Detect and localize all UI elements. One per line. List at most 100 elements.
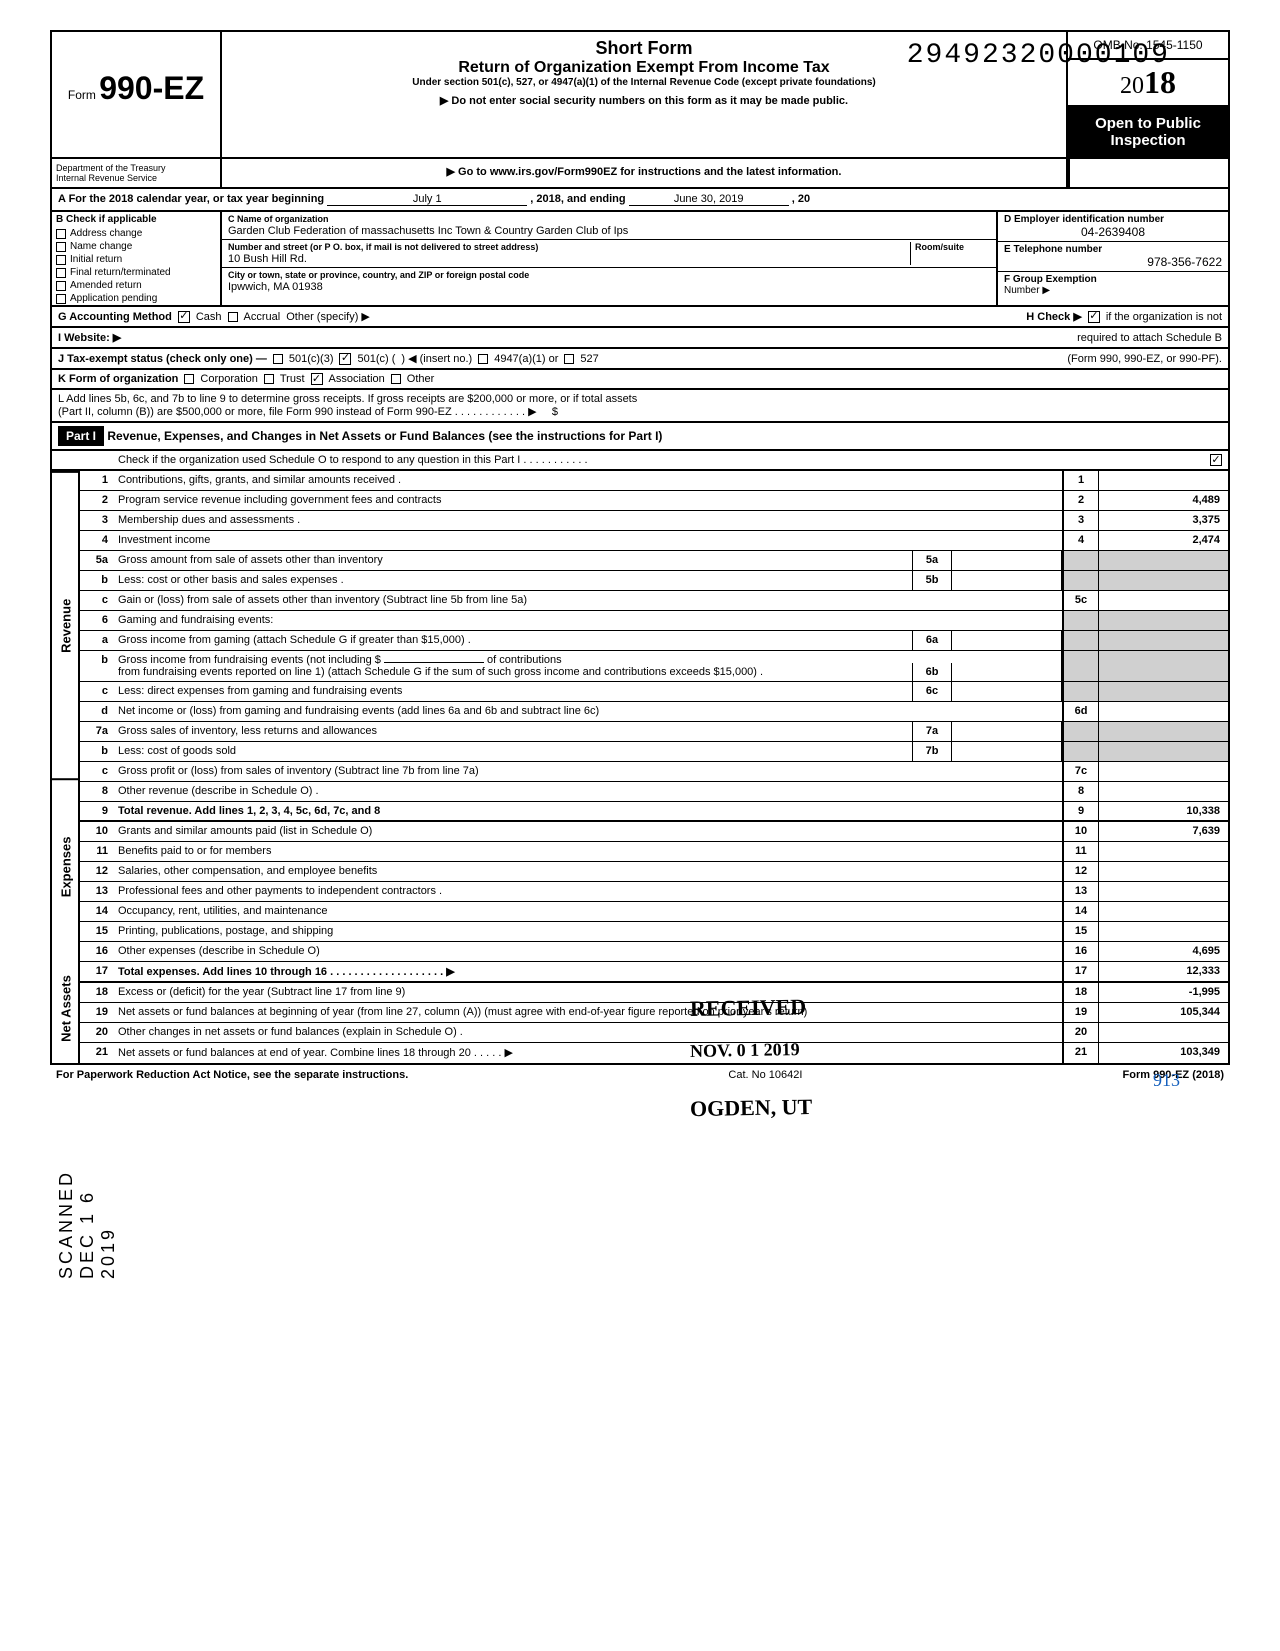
line-1-n: 1 (1062, 471, 1098, 490)
line-14-n: 14 (1062, 902, 1098, 921)
row-a-begin: July 1 (327, 193, 527, 206)
h-l2: required to attach Schedule B (1077, 332, 1222, 344)
title-note1: ▶ Do not enter social security numbers o… (232, 94, 1056, 107)
line-1-desc: Contributions, gifts, grants, and simila… (114, 471, 1062, 490)
chk-corp[interactable] (184, 374, 194, 384)
line-15-n: 15 (1062, 922, 1098, 941)
chk-h[interactable]: ✓ (1088, 311, 1100, 323)
line-2-n: 2 (1062, 491, 1098, 510)
j-lbl: J Tax-exempt status (check only one) — (58, 353, 267, 365)
part1-badge: Part I (58, 426, 104, 446)
chk-initial-return[interactable]: Initial return (52, 253, 220, 266)
d-lbl: D Employer identification number (1004, 214, 1164, 225)
line-6a-desc: Gross income from gaming (attach Schedul… (114, 631, 912, 650)
line-6b-sn: 6b (912, 663, 952, 681)
j-o2: 501(c) ( (357, 353, 395, 365)
chk-address-change[interactable]: Address change (52, 227, 220, 240)
line-11-v (1098, 842, 1228, 861)
stamp-received: RECEIVED (690, 994, 807, 1022)
part1-title: Revenue, Expenses, and Changes in Net As… (107, 429, 662, 443)
g-accrual: Accrual (244, 311, 281, 323)
line-17-n: 17 (1062, 962, 1098, 981)
line-14-v (1098, 902, 1228, 921)
line-12-v (1098, 862, 1228, 881)
title-note2: ▶ Go to www.irs.gov/Form990EZ for instru… (228, 165, 1060, 178)
chk-amended-return[interactable]: Amended return (52, 279, 220, 292)
line-12-n: 12 (1062, 862, 1098, 881)
j-o4: 527 (580, 353, 598, 365)
j-insert: ) ◀ (insert no.) (401, 352, 472, 365)
line-4-desc: Investment income (114, 531, 1062, 550)
b-header: B Check if applicable (52, 212, 220, 227)
open-l2: Inspection (1072, 132, 1224, 149)
line-21-desc: Net assets or fund balances at end of ye… (114, 1043, 1062, 1063)
line-5a-sn: 5a (912, 551, 952, 570)
footer: For Paperwork Reduction Act Notice, see … (50, 1065, 1230, 1085)
k-t: Trust (280, 373, 305, 385)
chk-other-org[interactable] (391, 374, 401, 384)
line-12-desc: Salaries, other compensation, and employ… (114, 862, 1062, 881)
k-a: Association (329, 373, 385, 385)
g-other: Other (specify) ▶ (286, 310, 370, 323)
line-15-desc: Printing, publications, postage, and shi… (114, 922, 1062, 941)
i-lbl: I Website: ▶ (58, 331, 121, 344)
line-19-desc: Net assets or fund balances at beginning… (114, 1003, 1062, 1022)
stamp-date: NOV. 0 1 2019 (690, 1039, 800, 1062)
line-4-n: 4 (1062, 531, 1098, 550)
side-revenue: Revenue (52, 471, 80, 778)
line-2-desc: Program service revenue including govern… (114, 491, 1062, 510)
dept-l1: Department of the Treasury (56, 163, 216, 173)
c-name-lbl: C Name of organization (228, 214, 329, 224)
h-l3: (Form 990, 990-EZ, or 990-PF). (1067, 353, 1222, 365)
chk-501c3[interactable] (273, 354, 283, 364)
g-lbl: G Accounting Method (58, 311, 172, 323)
open-to-public: Open to Public Inspection (1068, 107, 1228, 157)
form-prefix: Form (68, 88, 96, 102)
chk-accrual[interactable] (228, 312, 238, 322)
row-a: A For the 2018 calendar year, or tax yea… (50, 189, 1230, 212)
chk-4947[interactable] (478, 354, 488, 364)
chk-527[interactable] (564, 354, 574, 364)
line-18-desc: Excess or (deficit) for the year (Subtra… (114, 983, 1062, 1002)
line-6a-sn: 6a (912, 631, 952, 650)
g-cash: Cash (196, 311, 222, 323)
c-room-lbl: Room/suite (915, 242, 964, 252)
j-o1: 501(c)(3) (289, 353, 334, 365)
part1-check-text: Check if the organization used Schedule … (58, 454, 588, 466)
row-gh: G Accounting Method ✓ Cash Accrual Other … (50, 307, 1230, 328)
handwritten-note: 913 (1153, 1070, 1180, 1091)
line-3-desc: Membership dues and assessments . (114, 511, 1062, 530)
chk-501c[interactable]: ✓ (339, 353, 351, 365)
chk-schedule-o[interactable]: ✓ (1210, 454, 1222, 466)
line-8-n: 8 (1062, 782, 1098, 801)
row-i: I Website: ▶ required to attach Schedule… (50, 328, 1230, 349)
line-19-v: 105,344 (1098, 1003, 1228, 1022)
line-8-v (1098, 782, 1228, 801)
form-number: 990-EZ (99, 70, 204, 106)
line-6c-sn: 6c (912, 682, 952, 701)
b-item-3: Final return/terminated (70, 267, 171, 278)
c-city-val: Ipwwich, MA 01938 (228, 281, 323, 293)
k-c: Corporation (200, 373, 257, 385)
line-6b-desc: Gross income from fundraising events (no… (114, 651, 912, 681)
k-lbl: K Form of organization (58, 373, 178, 385)
chk-name-change[interactable]: Name change (52, 240, 220, 253)
c-name-val: Garden Club Federation of massachusetts … (228, 225, 628, 237)
dln: 29492320000109 (907, 40, 1170, 71)
row-j: J Tax-exempt status (check only one) — 5… (50, 349, 1230, 370)
line-10-desc: Grants and similar amounts paid (list in… (114, 822, 1062, 841)
line-7b-sn: 7b (912, 742, 952, 761)
year-prefix: 20 (1120, 73, 1144, 99)
footer-pra: For Paperwork Reduction Act Notice, see … (56, 1069, 408, 1081)
chk-application-pending[interactable]: Application pending (52, 292, 220, 305)
row-l: L Add lines 5b, 6c, and 7b to line 9 to … (50, 390, 1230, 423)
line-6d-n: 6d (1062, 702, 1098, 721)
stamp-ogden: OGDEN, UT (690, 1094, 813, 1122)
row-a-end: June 30, 2019 (629, 193, 789, 206)
k-o: Other (407, 373, 435, 385)
chk-final-return[interactable]: Final return/terminated (52, 266, 220, 279)
chk-trust[interactable] (264, 374, 274, 384)
chk-cash[interactable]: ✓ (178, 311, 190, 323)
main-table: Revenue Expenses Net Assets 1Contributio… (50, 471, 1230, 1065)
chk-assoc[interactable]: ✓ (311, 373, 323, 385)
